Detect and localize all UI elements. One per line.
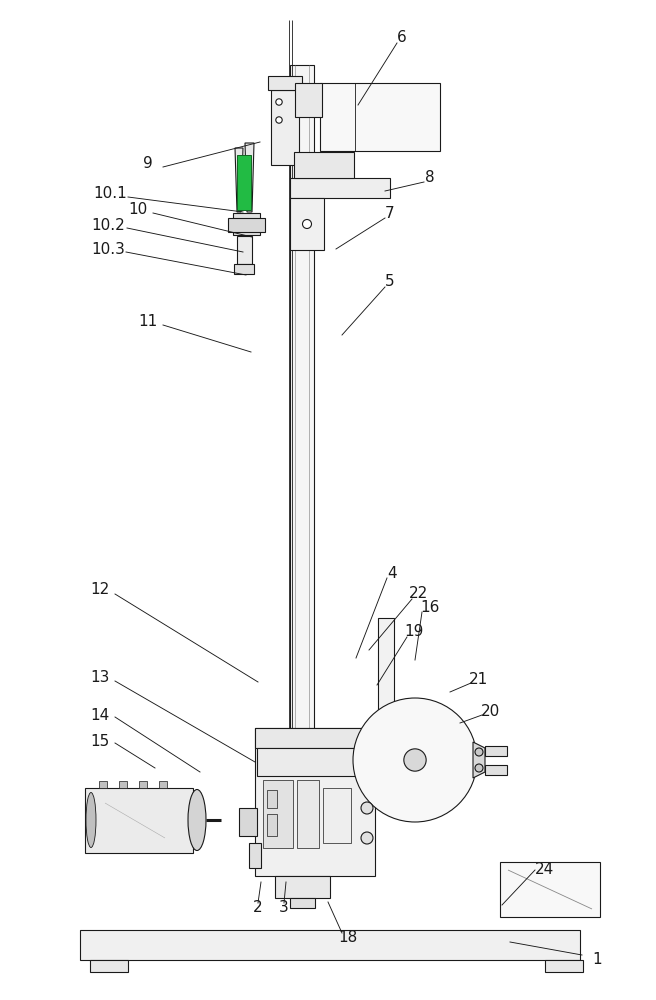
Bar	[267, 790, 277, 808]
Bar	[290, 65, 314, 875]
Text: 24: 24	[535, 862, 554, 878]
Text: 10.2: 10.2	[91, 218, 125, 232]
Bar	[290, 898, 315, 908]
Polygon shape	[235, 148, 243, 212]
Ellipse shape	[86, 792, 96, 848]
Text: 12: 12	[91, 582, 110, 597]
Bar	[294, 152, 354, 178]
Bar	[271, 90, 299, 165]
Text: 10: 10	[129, 202, 148, 218]
Text: 3: 3	[279, 900, 289, 916]
Bar	[267, 814, 277, 836]
Bar	[139, 781, 147, 788]
Text: 22: 22	[409, 586, 428, 601]
Bar	[257, 748, 373, 776]
Ellipse shape	[188, 790, 206, 850]
Text: 14: 14	[91, 708, 110, 722]
Bar	[237, 155, 251, 210]
Bar	[237, 236, 252, 264]
Circle shape	[361, 832, 373, 844]
Text: 20: 20	[480, 704, 500, 720]
Bar	[119, 781, 127, 788]
Bar	[295, 83, 322, 117]
Circle shape	[361, 802, 373, 814]
Bar	[255, 728, 375, 748]
Text: 15: 15	[91, 734, 110, 750]
Bar	[90, 960, 128, 972]
Text: 19: 19	[404, 624, 424, 640]
Text: 18: 18	[338, 930, 358, 946]
Bar	[320, 83, 440, 151]
Circle shape	[276, 117, 282, 123]
Polygon shape	[473, 742, 485, 778]
Bar	[378, 618, 394, 778]
Text: 9: 9	[143, 155, 153, 170]
Bar	[275, 876, 330, 898]
Bar	[159, 781, 167, 788]
Circle shape	[276, 99, 282, 105]
Text: 13: 13	[91, 670, 110, 686]
Bar	[370, 744, 394, 758]
Bar	[239, 808, 257, 836]
Circle shape	[302, 220, 312, 229]
Bar	[545, 960, 583, 972]
Bar	[233, 213, 260, 235]
Bar	[485, 746, 507, 756]
Bar	[234, 264, 254, 274]
Text: 5: 5	[385, 274, 395, 290]
Bar	[263, 780, 293, 848]
Bar	[268, 76, 302, 90]
Bar	[85, 788, 193, 853]
Polygon shape	[245, 143, 254, 212]
Text: 11: 11	[138, 314, 157, 330]
Text: 16: 16	[420, 600, 440, 615]
Text: 8: 8	[425, 169, 435, 184]
Bar	[290, 198, 324, 250]
Bar	[80, 930, 580, 960]
Text: 4: 4	[387, 566, 397, 580]
Circle shape	[475, 764, 483, 772]
Circle shape	[404, 749, 426, 771]
Text: 21: 21	[468, 672, 487, 688]
Circle shape	[475, 748, 483, 756]
Bar	[500, 862, 600, 917]
Bar	[323, 788, 351, 843]
Bar	[290, 178, 390, 198]
Bar	[249, 843, 261, 868]
Text: 10.3: 10.3	[91, 242, 125, 257]
Text: 6: 6	[397, 30, 407, 45]
Text: 2: 2	[253, 900, 263, 916]
Circle shape	[353, 698, 477, 822]
Bar	[99, 781, 107, 788]
Text: 10.1: 10.1	[93, 186, 127, 202]
Bar	[255, 728, 375, 876]
Bar	[228, 218, 265, 232]
Text: 7: 7	[385, 206, 395, 221]
Bar	[485, 765, 507, 775]
Text: 1: 1	[592, 952, 602, 968]
Bar	[297, 780, 319, 848]
